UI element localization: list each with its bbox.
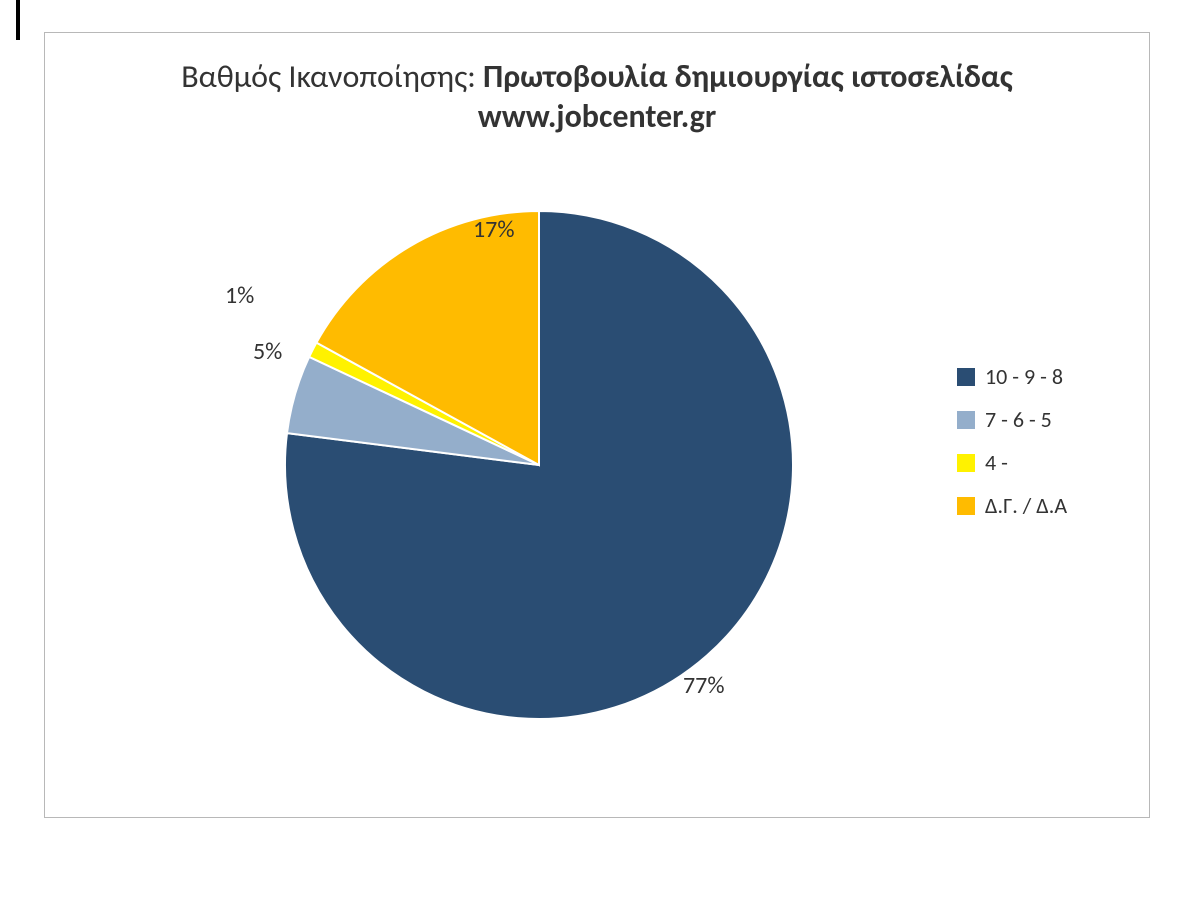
- data-label-slice-1: 77%: [683, 671, 724, 700]
- legend-swatch-3: [957, 454, 975, 472]
- legend-label-1: 10 - 9 - 8: [985, 363, 1063, 390]
- chart-title: Βαθμός Ικανοποίησης: Πρωτοβουλία δημιουρ…: [45, 33, 1149, 145]
- legend-swatch-2: [957, 411, 975, 429]
- legend-label-3: 4 -: [985, 449, 1008, 476]
- legend-item-2: 7 - 6 - 5: [957, 406, 1117, 433]
- plot-area: 77% 5% 1% 17%: [85, 173, 955, 793]
- pie-chart: [285, 211, 793, 719]
- chart-title-bold: Πρωτοβουλία δημιουργίας ιστοσελίδας www.…: [478, 57, 1013, 136]
- legend: 10 - 9 - 8 7 - 6 - 5 4 - Δ.Γ. / Δ.Α: [957, 363, 1117, 535]
- chart-title-plain: Βαθμός Ικανοποίησης:: [181, 57, 483, 96]
- chart-frame: Βαθμός Ικανοποίησης: Πρωτοβουλία δημιουρ…: [44, 32, 1150, 818]
- legend-item-3: 4 -: [957, 449, 1117, 476]
- data-label-slice-3: 1%: [225, 281, 254, 310]
- legend-item-4: Δ.Γ. / Δ.Α: [957, 492, 1117, 519]
- data-label-slice-2: 5%: [253, 337, 282, 366]
- legend-label-2: 7 - 6 - 5: [985, 406, 1052, 433]
- legend-label-4: Δ.Γ. / Δ.Α: [985, 492, 1067, 519]
- legend-item-1: 10 - 9 - 8: [957, 363, 1117, 390]
- text-cursor-mark: [16, 0, 20, 40]
- legend-swatch-1: [957, 368, 975, 386]
- data-label-slice-4: 17%: [473, 215, 514, 244]
- pie-svg: [285, 211, 793, 719]
- legend-swatch-4: [957, 497, 975, 515]
